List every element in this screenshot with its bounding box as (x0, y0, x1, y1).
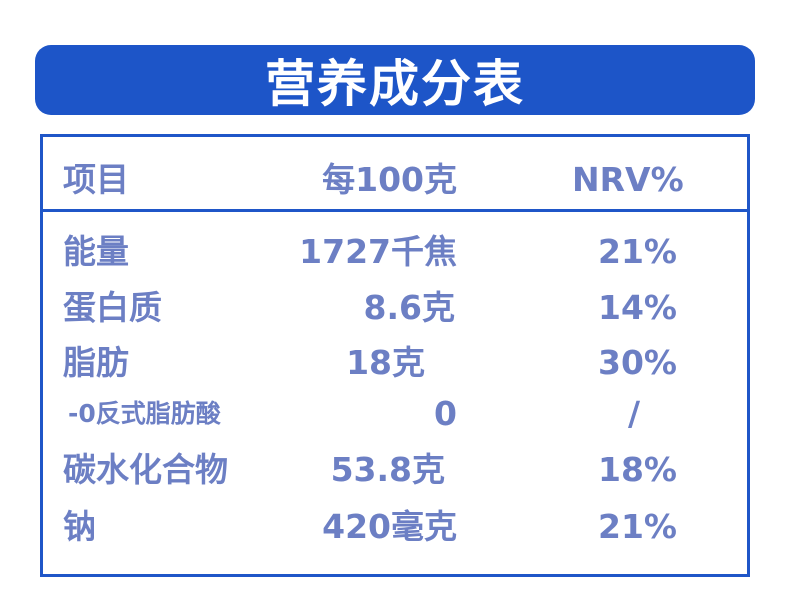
row-label: -0反式脂肪酸 (68, 399, 221, 428)
title-banner: 营养成分表 (35, 45, 755, 115)
cell: 53.8克 (330, 450, 445, 489)
column-header: 每100克 (322, 160, 457, 199)
title: 营养成分表 (265, 55, 525, 113)
cell: 420毫克 (322, 507, 457, 546)
row-label: 能量 (63, 232, 129, 271)
cell: 8.6克 (363, 288, 455, 327)
row-label: 蛋白质 (63, 288, 162, 327)
cell: 18克 (346, 343, 425, 382)
cell: 30% (598, 343, 677, 382)
cell: 21% (598, 507, 677, 546)
header-divider (40, 209, 750, 212)
cell: / (628, 394, 641, 433)
cell: 21% (598, 232, 677, 271)
column-header: NRV% (572, 160, 684, 199)
row-label: 钠 (63, 507, 96, 546)
row-label: 脂肪 (63, 343, 129, 382)
table-frame (40, 134, 750, 577)
row-label: 碳水化合物 (63, 450, 228, 489)
cell: 0 (434, 394, 457, 433)
cell: 1727千焦 (299, 232, 457, 271)
column-header: 项目 (63, 160, 129, 199)
cell: 18% (598, 450, 677, 489)
cell: 14% (598, 288, 677, 327)
